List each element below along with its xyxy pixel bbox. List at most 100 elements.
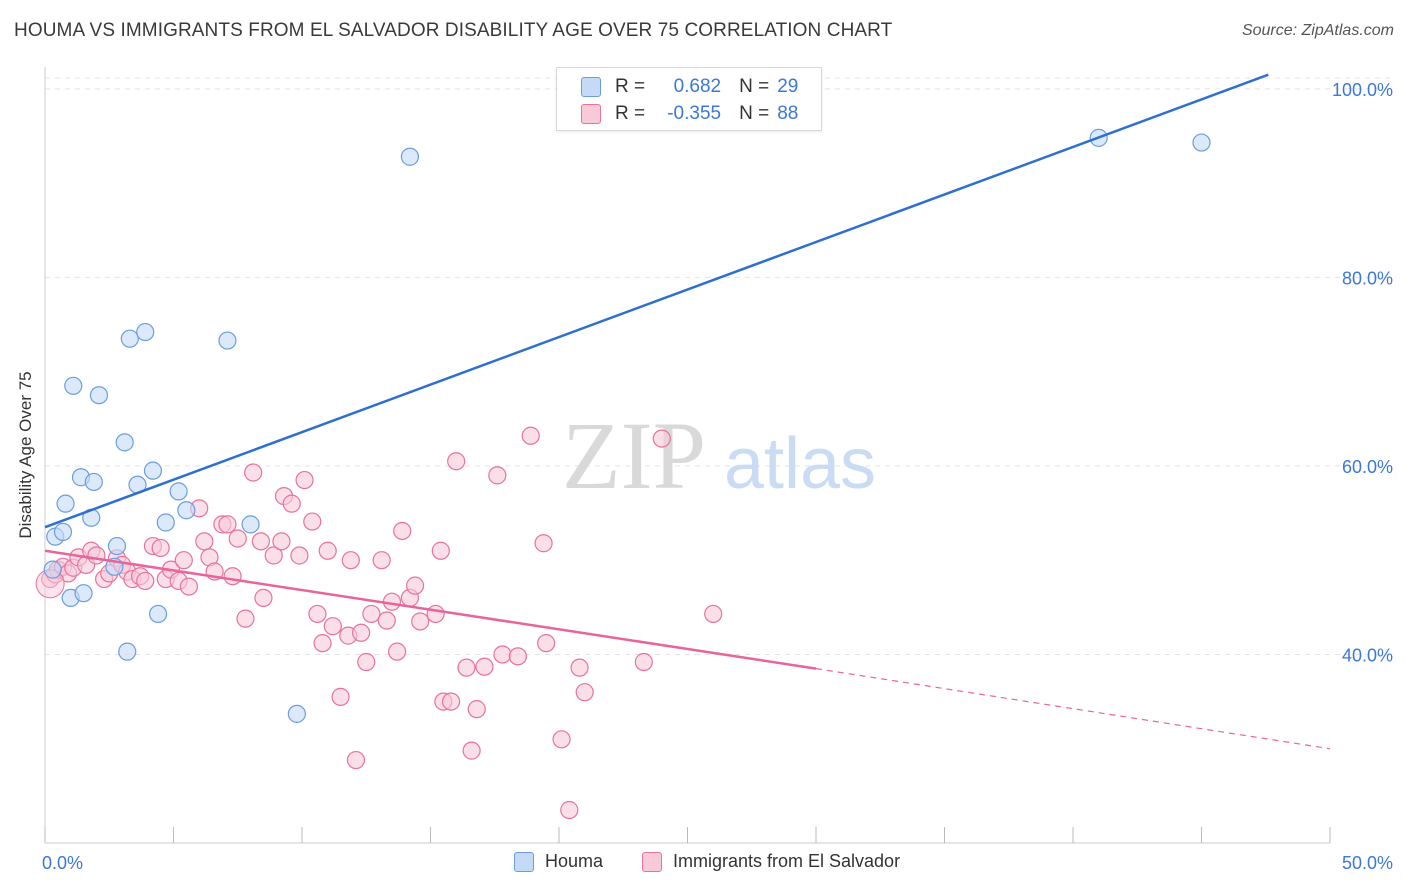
x-tick-label: 50.0% (1342, 853, 1393, 873)
salvador-point (308, 604, 327, 624)
legend-item-houma: Houma (514, 851, 603, 872)
salvador-point (575, 683, 594, 702)
y-tick-label: 80.0% (1342, 268, 1393, 288)
legend-row-houma: R = 0.682 N = 29 (581, 74, 798, 100)
salvador-point (290, 546, 309, 565)
salvador-point (537, 634, 556, 653)
salvador-point (223, 567, 242, 586)
salvador-point (295, 470, 314, 490)
houma-point (136, 322, 155, 342)
legend-item-salvador: Immigrants from El Salvador (642, 851, 900, 872)
series-legend: Houma Immigrants from El Salvador (0, 851, 1406, 879)
salvador-point (272, 532, 291, 551)
houma-point (74, 584, 93, 603)
houma-point (89, 386, 109, 405)
houma-point (143, 461, 163, 480)
houma-point (400, 147, 420, 166)
salvador-point (313, 634, 332, 653)
houma-point (169, 482, 188, 501)
r-value: 0.682 (673, 76, 722, 97)
salvador-point (372, 551, 391, 570)
stats-legend: R = 0.682 N = 29 R = -0.355 N = 88 (556, 67, 822, 131)
salvador-point (357, 652, 376, 672)
salvador-point (195, 532, 214, 551)
salvador-point (346, 750, 366, 770)
salvador-point (303, 512, 322, 531)
salvador-point (377, 611, 396, 630)
salvador-point (475, 657, 494, 676)
r-value: -0.355 (667, 103, 722, 124)
houma-point (53, 522, 73, 542)
salvador-point (387, 642, 407, 661)
gridlines (45, 77, 1395, 655)
houma-trend-line (44, 73, 1269, 529)
houma-point (56, 494, 75, 513)
salvador-point (282, 494, 301, 513)
salvador-point (251, 532, 270, 551)
salvador-point (244, 463, 263, 482)
watermark: ZIP atlas (562, 402, 876, 509)
salvador-point (362, 604, 381, 624)
watermark-atlas: atlas (724, 424, 876, 504)
salvador-point (652, 429, 671, 448)
chart-title: HOUMA VS IMMIGRANTS FROM EL SALVADOR DIS… (14, 20, 893, 41)
salvador-point (447, 452, 466, 471)
houma-swatch (514, 851, 534, 872)
salvador-point (254, 588, 273, 608)
y-tick-label: 100.0% (1332, 80, 1393, 100)
salvador-point (179, 577, 199, 596)
x-tick-label: 0.0% (42, 853, 83, 873)
salvador-point (508, 647, 527, 666)
tick-labels: 40.0% 60.0% 80.0% 100.0% 0.0% 50.0% (42, 80, 1393, 873)
salvador-point (228, 529, 247, 548)
salvador-point (151, 538, 170, 558)
houma-points (43, 128, 1211, 723)
salvador-point (493, 645, 512, 664)
salvador-point (411, 612, 430, 631)
houma-point (148, 604, 168, 624)
r-label: R = (615, 103, 646, 124)
salvador-point (331, 687, 350, 706)
salvador-point (634, 652, 653, 672)
y-axis-label: Disability Age Over 75 (16, 371, 35, 539)
salvador-point (462, 741, 481, 760)
salvador-swatch (642, 851, 662, 872)
salvador-point (218, 515, 237, 534)
salvador-point (534, 534, 553, 553)
legend-label-houma: Houma (545, 851, 604, 871)
houma-point (107, 536, 127, 556)
salvador-point (560, 800, 579, 820)
salvador-point (570, 658, 589, 677)
salvador-point (488, 466, 507, 485)
salvador-point (174, 551, 193, 570)
salvador-point (521, 426, 540, 445)
r-label: R = (615, 76, 646, 97)
salvador-point (405, 576, 425, 595)
salvador-point (264, 546, 283, 565)
legend-row-salvador: R = -0.355 N = 88 (581, 101, 798, 127)
salvador-point (87, 546, 106, 565)
legend-label-salvador: Immigrants from El Salvador (673, 851, 901, 871)
axes (44, 67, 1331, 844)
salvador-point (352, 623, 371, 642)
n-value: 88 (777, 103, 799, 124)
n-label: N = (739, 103, 770, 124)
trend-lines (44, 73, 1331, 750)
salvador-point (441, 692, 461, 711)
salvador-point (318, 541, 337, 560)
salvador-point (136, 571, 155, 591)
houma-point (84, 472, 103, 492)
houma-point (43, 560, 62, 579)
n-label: N = (739, 76, 770, 97)
houma-point (287, 704, 306, 723)
salvador-point (341, 551, 360, 570)
y-tick-label: 40.0% (1342, 645, 1393, 665)
salvador-trend-extension (815, 668, 1331, 750)
salvador-trend-line (44, 549, 817, 670)
houma-point (241, 515, 260, 534)
houma-point (1192, 133, 1211, 152)
n-value: 29 (777, 76, 799, 97)
salvador-point (426, 604, 445, 624)
salvador-point (457, 658, 476, 677)
